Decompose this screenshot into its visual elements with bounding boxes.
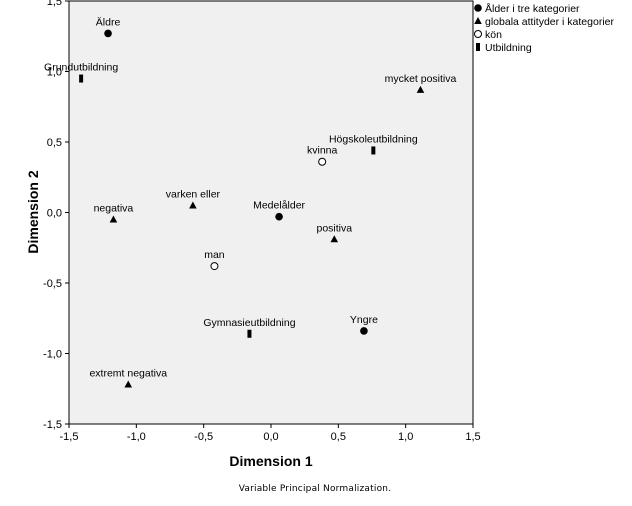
x-tick-label: 0,0 — [263, 431, 278, 443]
data-point — [416, 85, 425, 93]
data-point — [210, 262, 219, 271]
point-label: Högskoleutbildning — [329, 133, 418, 145]
x-axis-title: Dimension 1 — [229, 453, 312, 469]
legend-label: kön — [485, 29, 502, 41]
y-axis-title: Dimension 2 — [25, 170, 41, 253]
legend-label: globala attityder i kategorier — [485, 16, 614, 28]
axis-ticks: -1,5 -1,0 -0,5 0,0 0,5 1,0 1,5 -1,5 -1,0 -0,5 0,0 0… — [43, 0, 481, 443]
legend-marker — [474, 4, 482, 12]
legend-label: Ålder i tre kategorier — [485, 2, 580, 15]
point-label: Grundutbildning — [44, 62, 118, 74]
point-label: varken eller — [166, 188, 221, 200]
x-tick-label: 1,0 — [398, 431, 413, 443]
y-tick-label: -1,5 — [43, 419, 62, 431]
data-point — [79, 74, 84, 83]
legend-marker — [476, 43, 480, 51]
legend-marker — [474, 30, 482, 38]
point-label: Medelålder — [253, 200, 305, 212]
point-label: extremt negativa — [89, 368, 167, 380]
data-point — [124, 380, 133, 388]
data-point — [275, 212, 283, 221]
x-tick-label: -1,0 — [127, 431, 146, 443]
y-tick-label: -0,5 — [43, 278, 62, 290]
data-points: Äldre Medelålder Yngre mycket positiva varke… — [44, 16, 457, 388]
point-label: negativa — [94, 203, 134, 215]
footnote: Variable Principal Normalization. — [239, 484, 392, 494]
point-label: kvinna — [307, 145, 338, 157]
legend-marker — [474, 17, 482, 24]
point-label: mycket positiva — [385, 73, 457, 85]
point-label: Yngre — [350, 314, 378, 326]
plot-area — [68, 0, 474, 425]
data-point — [360, 327, 368, 335]
data-point — [318, 157, 327, 166]
x-tick-label: -0,5 — [194, 431, 213, 443]
point-label: Gymnasieutbildning — [203, 317, 295, 329]
data-point — [247, 329, 252, 338]
data-point — [371, 146, 376, 155]
x-tick-label: -1,5 — [60, 431, 79, 443]
legend-label: Utbildning — [485, 42, 532, 54]
data-point — [330, 235, 339, 243]
point-label: man — [204, 249, 225, 261]
y-tick-label: 1,5 — [47, 0, 62, 8]
x-tick-label: 0,5 — [331, 431, 346, 443]
data-point — [104, 29, 112, 38]
y-tick-label: 0,5 — [47, 137, 62, 149]
y-tick-label: 0,0 — [47, 208, 62, 220]
point-label: Äldre — [96, 16, 121, 28]
point-label: positiva — [316, 222, 352, 234]
data-point — [109, 215, 118, 223]
y-tick-label: -1,0 — [43, 349, 62, 361]
y-tick-label: 1,0 — [47, 67, 62, 79]
x-tick-label: 1,5 — [465, 431, 480, 443]
data-point — [189, 201, 197, 209]
